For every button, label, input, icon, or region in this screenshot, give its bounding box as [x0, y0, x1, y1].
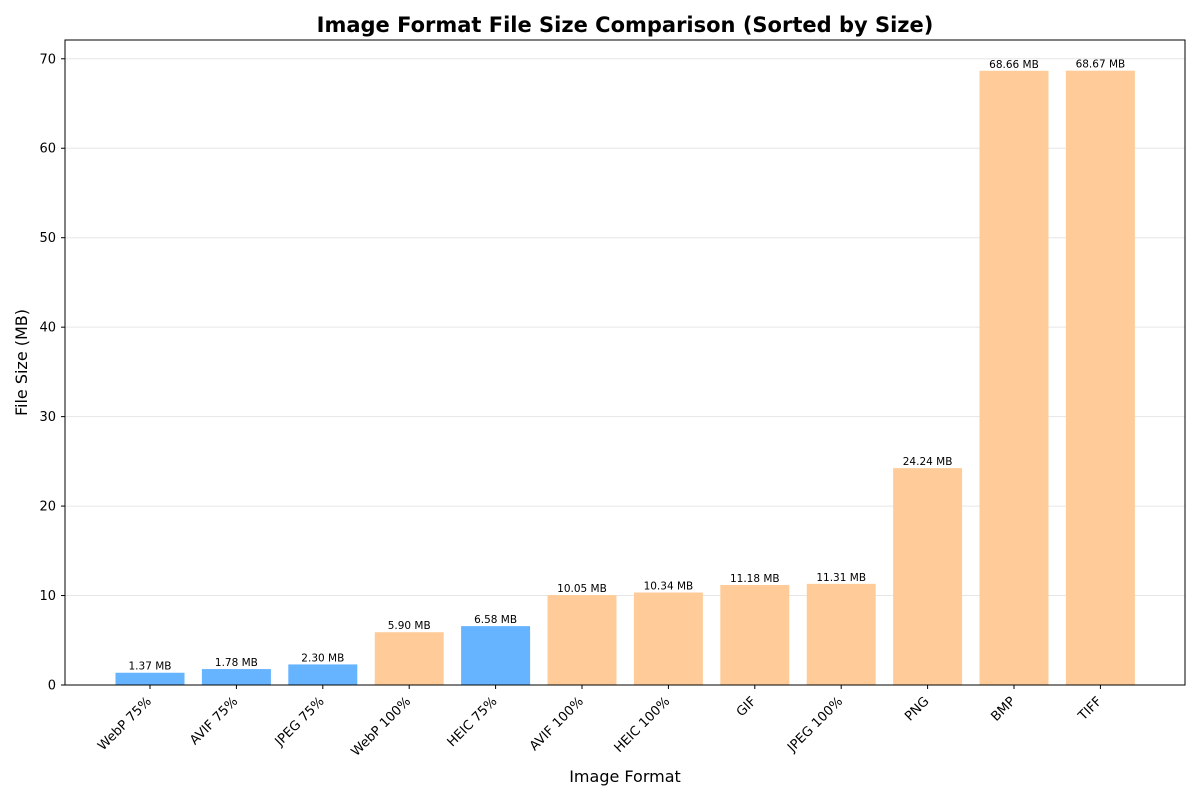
x-tick-label: JPEG 100%: [784, 694, 846, 756]
bar-value-label: 10.05 MB: [557, 583, 607, 595]
plot-area-frame: [64, 39, 1186, 686]
bar-value-label: 68.66 MB: [989, 59, 1039, 71]
bar: [720, 584, 790, 685]
bar: [288, 664, 358, 685]
y-tick-label: 70: [39, 52, 56, 67]
grid-lines: [65, 58, 1185, 686]
bar-value-label: 1.78 MB: [215, 657, 258, 669]
bar-value-label: 1.37 MB: [129, 661, 172, 673]
chart-title: Image Format File Size Comparison (Sorte…: [317, 13, 934, 37]
bar-value-label: 24.24 MB: [903, 456, 953, 468]
x-tick-label: AVIF 75%: [187, 694, 241, 748]
y-tick-label: 30: [39, 410, 56, 425]
y-tick-label: 0: [48, 679, 56, 694]
x-tick-label: TIFF: [1075, 694, 1105, 724]
x-tick-label: WebP 75%: [95, 694, 155, 754]
bar: [461, 626, 531, 685]
bar: [374, 632, 444, 685]
data-labels: 1.37 MB 1.78 MB 2.30 MB 5.90 MB 6.58 MB 10.05…: [129, 59, 1126, 673]
y-axis-ticks: 0 10 20 30 40 50 60 70: [39, 52, 65, 694]
x-tick-label: WebP 100%: [349, 694, 414, 759]
y-tick-label: 40: [39, 321, 56, 336]
bar: [893, 468, 963, 685]
bar-value-label: 6.58 MB: [474, 614, 517, 626]
bar-value-label: 5.90 MB: [388, 620, 431, 632]
bar: [979, 70, 1049, 685]
bar-value-label: 2.30 MB: [301, 652, 344, 664]
bar-value-label: 11.31 MB: [816, 572, 866, 584]
x-axis-ticks: WebP 75% AVIF 75% JPEG 75% WebP 100% HEIC 75…: [95, 685, 1105, 760]
x-axis-label: Image Format: [569, 767, 681, 786]
x-tick-label: BMP: [988, 694, 1019, 725]
y-axis-label: File Size (MB): [12, 309, 31, 416]
x-tick-label: HEIC 100%: [612, 694, 674, 756]
bar: [1065, 70, 1135, 686]
bar-value-label: 11.18 MB: [730, 573, 780, 585]
bar: [547, 595, 617, 685]
bar-value-label: 68.67 MB: [1076, 59, 1126, 71]
bar: [633, 592, 703, 685]
bar: [806, 583, 876, 685]
bars: [115, 70, 1135, 686]
bar-value-label: 10.34 MB: [644, 580, 694, 592]
bar: [201, 669, 271, 685]
x-tick-label: PNG: [902, 694, 932, 724]
x-tick-label: HEIC 75%: [445, 694, 501, 750]
bar: [115, 672, 185, 685]
y-tick-label: 10: [39, 589, 56, 604]
x-tick-label: AVIF 100%: [527, 694, 587, 754]
y-tick-label: 20: [39, 500, 56, 515]
y-tick-label: 50: [39, 231, 56, 246]
x-tick-label: GIF: [734, 694, 760, 720]
y-tick-label: 60: [39, 142, 56, 157]
x-tick-label: JPEG 75%: [272, 694, 328, 750]
